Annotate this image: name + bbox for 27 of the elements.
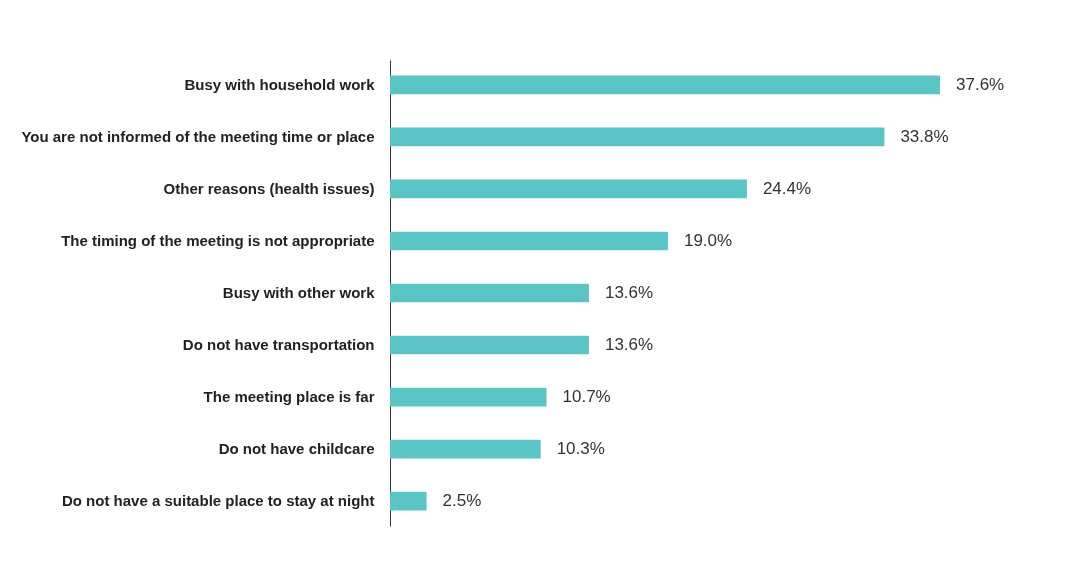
bar: [390, 179, 747, 199]
y-tick-label: Do not have a suitable place to stay at night: [61, 492, 375, 510]
data-label: 10.3%: [556, 439, 605, 459]
data-label: 33.8%: [900, 126, 949, 146]
bar: [390, 283, 589, 303]
data-label: 10.7%: [562, 387, 611, 407]
y-tick-label: Do not have childcare: [218, 440, 375, 458]
data-label: 13.6%: [604, 283, 654, 302]
y-tick-label: Busy with other work: [222, 284, 376, 301]
bar: [390, 231, 668, 251]
y-tick-label: You are not informed of the meeting time or place: [21, 127, 375, 145]
data-label: 19.0%: [683, 230, 733, 250]
data-label: 24.4%: [762, 178, 812, 198]
y-tick-label: Busy with household work: [184, 75, 376, 93]
data-label: 2.5%: [442, 491, 482, 511]
bar: [390, 127, 885, 147]
bar: [390, 335, 589, 355]
y-tick-label: Do not have transportation: [182, 336, 375, 354]
bar: [390, 75, 940, 95]
data-label: 37.6%: [956, 74, 1005, 94]
bar: [390, 387, 547, 407]
y-tick-label: The meeting place is far: [203, 388, 375, 406]
y-tick-label: Other reasons (health issues): [163, 179, 375, 197]
bar: [390, 439, 541, 459]
data-label: 13.6%: [604, 335, 654, 355]
y-tick-label: The timing of the meeting is not appropriate: [61, 231, 375, 249]
bar: [390, 491, 427, 511]
